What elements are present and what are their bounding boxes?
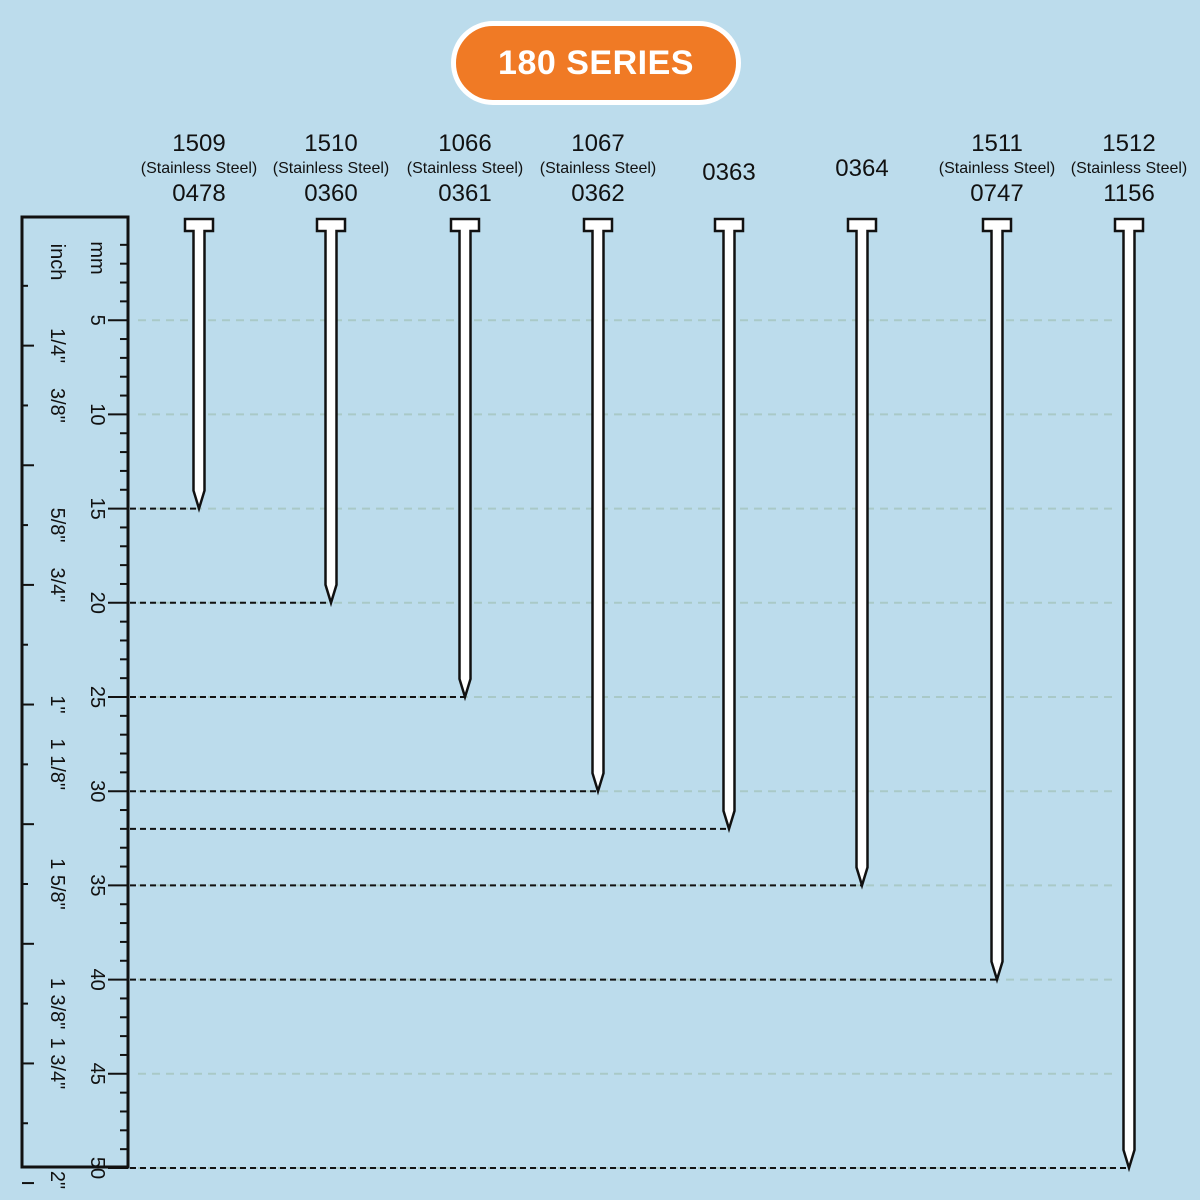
nail-material: (Stainless Steel) [938, 160, 1056, 177]
nail-1156 [1113, 217, 1145, 1173]
nail-code: 0364 [835, 155, 889, 182]
nail-label-0360: 1510 (Stainless Steel) 0360 [261, 131, 401, 207]
nail-label-0361: 1066 (Stainless Steel) 0361 [395, 131, 535, 207]
nail-code: 1156 [1103, 180, 1155, 207]
nail-code-top: 1510 [304, 130, 358, 157]
mm-label: 30 [86, 780, 108, 802]
nail-material: (Stainless Steel) [272, 160, 390, 177]
nail-label-1156: 1512 (Stainless Steel) 1156 [1059, 131, 1199, 207]
nail-code-top: 1511 [971, 130, 1023, 157]
nail-0747 [981, 217, 1013, 984]
mm-label: 45 [86, 1063, 108, 1085]
nail-code: 0363 [702, 159, 756, 186]
nail-label-0362: 1067 (Stainless Steel) 0362 [528, 131, 668, 207]
nail-code: 0478 [172, 180, 226, 207]
mm-label: 20 [86, 592, 108, 614]
nail-code-top: 1512 [1102, 130, 1156, 157]
mm-unit-label: mm [86, 241, 108, 274]
mm-label: 50 [86, 1157, 108, 1179]
nail-material: (Stainless Steel) [539, 160, 657, 177]
ruler-frame [20, 215, 130, 1169]
nail-code: 0747 [970, 180, 1024, 207]
nail-material: (Stainless Steel) [1070, 160, 1188, 177]
nail-code-top: 1509 [172, 130, 226, 157]
series-title-badge: 180 SERIES [451, 21, 741, 105]
nail-code: 0362 [571, 180, 625, 207]
inch-label: 1" [46, 695, 68, 713]
nail-0364 [846, 217, 878, 890]
inch-label: 1/4" [46, 328, 68, 363]
mm-label: 10 [86, 403, 108, 425]
inch-label: 2" [46, 1171, 68, 1189]
inch-label: 1 1/8" [46, 739, 68, 791]
mm-label: 15 [86, 497, 108, 519]
inch-label: 5/8" [46, 508, 68, 543]
nail-code: 0360 [304, 180, 358, 207]
nail-0363 [713, 217, 745, 834]
nail-0360 [315, 217, 347, 608]
nail-0361 [449, 217, 481, 702]
nail-code-top: 1066 [438, 130, 492, 157]
nail-label-0478: 1509 (Stainless Steel) 0478 [129, 131, 269, 207]
inch-unit-label: inch [46, 244, 68, 281]
mm-label: 40 [86, 968, 108, 990]
series-title: 180 SERIES [498, 43, 694, 82]
nail-code-top: 1067 [571, 130, 625, 157]
nail-material: (Stainless Steel) [406, 160, 524, 177]
nail-label-0747: 1511 (Stainless Steel) 0747 [927, 131, 1067, 207]
inch-label: 3/8" [46, 388, 68, 423]
nail-label-0364: 0364 [792, 156, 932, 182]
nail-code: 0361 [438, 180, 492, 207]
mm-label: 25 [86, 686, 108, 708]
nail-0478 [183, 217, 215, 513]
mm-label: 5 [86, 315, 108, 326]
inch-label: 1 3/4" [46, 1038, 68, 1090]
nail-label-0363: 0363 [659, 160, 799, 186]
mm-label: 35 [86, 874, 108, 896]
inch-label: 1 3/8" [46, 978, 68, 1030]
nail-0362 [582, 217, 614, 796]
nail-material: (Stainless Steel) [140, 160, 258, 177]
inch-label: 3/4" [46, 567, 68, 602]
inch-label: 1 5/8" [46, 858, 68, 910]
